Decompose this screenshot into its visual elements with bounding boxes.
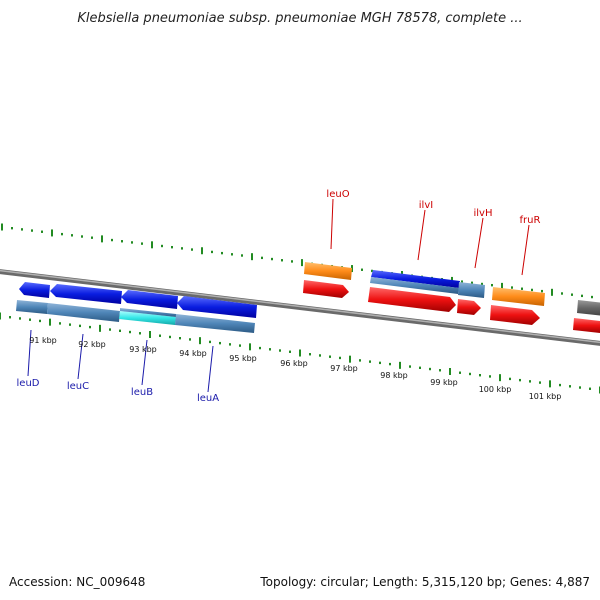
lower-gene-labels: leuD leuC leuB leuA	[17, 378, 220, 404]
cds-segment[interactable]	[120, 308, 176, 317]
gene-leuO-arrow[interactable]	[303, 280, 349, 298]
gene-label-leaders	[27, 198, 530, 393]
gene-label[interactable]: ilvI	[419, 200, 433, 211]
gene-forward-arrow[interactable]	[573, 318, 600, 333]
ruler-label: 99 kbp	[430, 378, 458, 387]
grey-feature[interactable]	[577, 300, 600, 316]
gene-leuC-arrow[interactable]	[50, 284, 122, 304]
gene-reverse-arrow[interactable]	[371, 270, 460, 288]
gene-label[interactable]: leuC	[67, 381, 89, 392]
gene-label[interactable]: ilvH	[474, 208, 493, 219]
map-title: Klebsiella pneumoniae subsp. pneumoniae …	[77, 11, 523, 26]
cds-segment[interactable]	[47, 303, 120, 322]
tick-marks-lower	[0, 312, 600, 394]
feature-leu-operon[interactable]	[16, 282, 257, 333]
regulatory-feature[interactable]	[492, 287, 545, 306]
ruler-label: 101 kbp	[529, 392, 562, 401]
genome-backbone-highlight	[0, 269, 600, 344]
cds-segment[interactable]	[16, 300, 48, 314]
cds-segment[interactable]	[458, 282, 485, 298]
ruler-label: 95 kbp	[229, 354, 257, 363]
cds-segment[interactable]	[175, 314, 255, 333]
upper-gene-labels: leuO ilvI ilvH fruR	[326, 189, 540, 226]
feature-leuO-region[interactable]	[303, 262, 352, 298]
cds-segment[interactable]	[370, 277, 459, 294]
ruler-label: 93 kbp	[129, 345, 157, 354]
ruler-label: 98 kbp	[380, 371, 408, 380]
ruler-label: 92 kbp	[78, 340, 106, 349]
ruler-label: 91 kbp	[29, 336, 57, 345]
tick-marks-upper	[1, 223, 593, 299]
feature-edge-region[interactable]	[573, 300, 600, 333]
gene-leuB-arrow[interactable]	[121, 290, 178, 309]
genome-summary: Topology: circular; Length: 5,315,120 bp…	[260, 575, 590, 589]
gene-label[interactable]: leuB	[131, 387, 153, 398]
accession-label: Accession: NC_009648	[9, 575, 146, 589]
ruler-label: 94 kbp	[179, 349, 207, 358]
gene-label[interactable]: leuD	[17, 378, 40, 389]
regulatory-feature[interactable]	[304, 262, 352, 280]
gene-label[interactable]: leuA	[197, 393, 219, 404]
gene-leuD-arrow[interactable]	[19, 282, 50, 298]
ruler-label: 100 kbp	[479, 385, 512, 394]
gene-fruR-arrow[interactable]	[490, 305, 540, 325]
feature-ilv-region[interactable]	[368, 270, 485, 315]
gene-ilvH-arrow[interactable]	[457, 299, 481, 315]
genome-backbone	[0, 269, 600, 346]
gene-leuA-arrow[interactable]	[177, 296, 257, 318]
highlighted-cds[interactable]	[119, 311, 176, 325]
feature-fruR-region[interactable]	[490, 287, 545, 325]
gene-ilvI-arrow[interactable]	[368, 287, 456, 312]
ruler-labels: 91 kbp 92 kbp 93 kbp 94 kbp 95 kbp 96 kb…	[29, 336, 561, 401]
ruler-label: 97 kbp	[330, 364, 358, 373]
ruler-label: 96 kbp	[280, 359, 308, 368]
gene-label[interactable]: fruR	[520, 215, 541, 226]
gene-label[interactable]: leuO	[326, 189, 349, 200]
